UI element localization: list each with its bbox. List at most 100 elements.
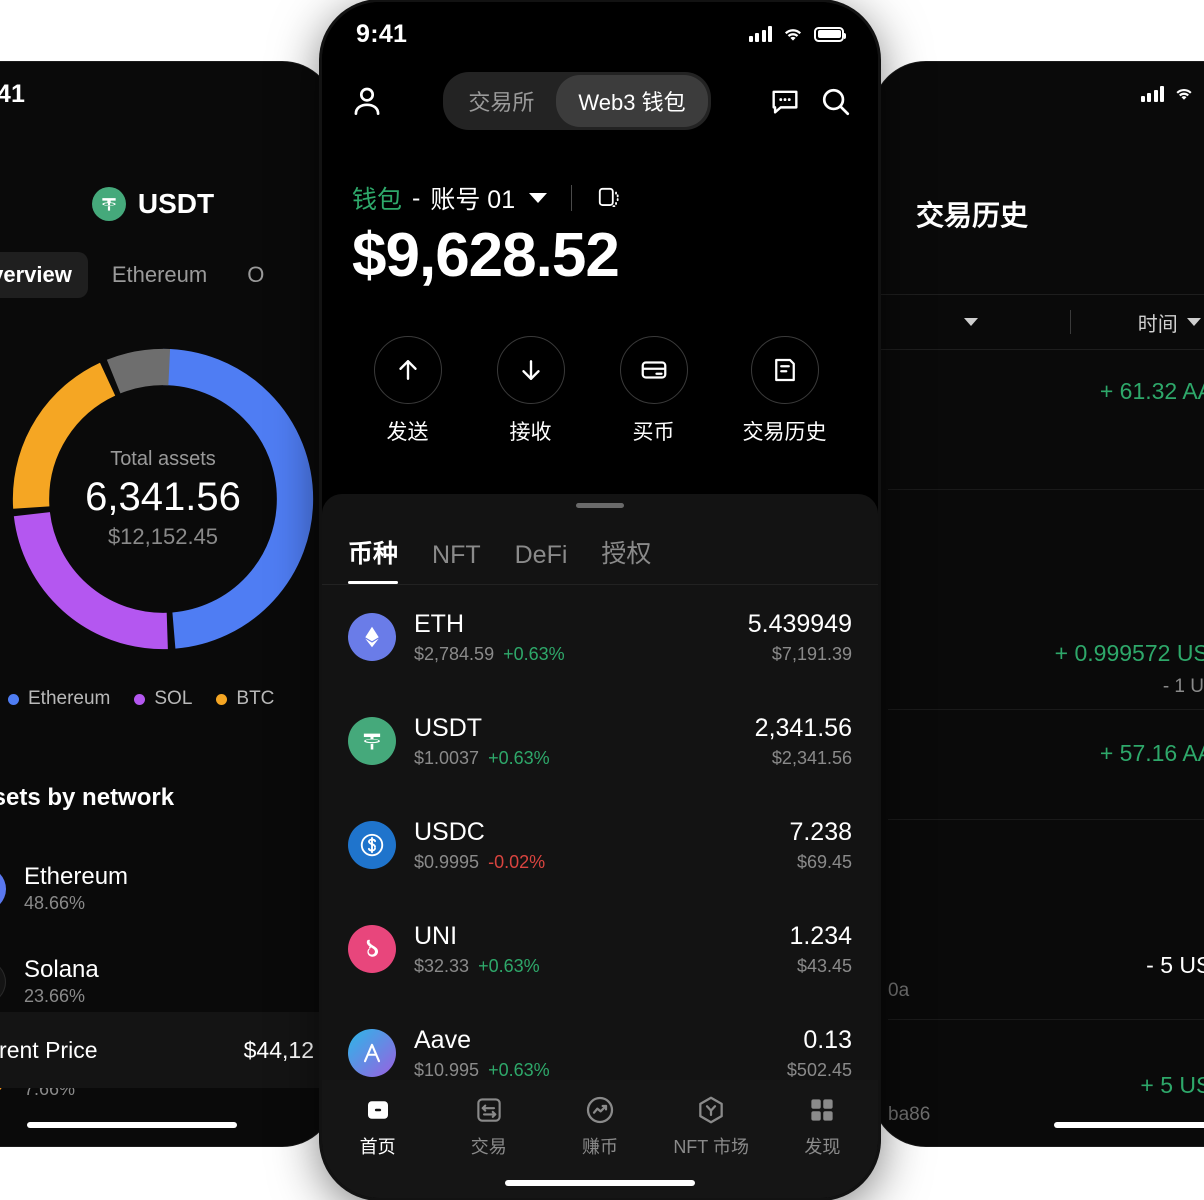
- token-row-aave[interactable]: Aave $10.995 +0.63% 0.13 $502.45: [348, 1001, 852, 1105]
- search-icon[interactable]: [818, 84, 852, 118]
- transaction-row[interactable]: + 5 USDT ba86: [888, 1020, 1204, 1140]
- cellular-signal-icon: [1140, 86, 1164, 102]
- action-label: 买币: [632, 421, 675, 444]
- token-value: $2,341.56: [771, 747, 852, 768]
- token-row-eth[interactable]: ETH $2,784.59 +0.63% 5.439949 $7,191.39: [348, 585, 852, 689]
- token-symbol: UNI: [414, 922, 458, 951]
- token-amount: 1.234: [789, 922, 852, 951]
- left-phone-screen: 9:41 USDT Overview Ethereum O: [0, 62, 336, 1146]
- token-amount: 0.13: [803, 1026, 852, 1055]
- action-transaction-history[interactable]: 交易历史: [743, 336, 827, 446]
- left-tab-other[interactable]: O: [247, 262, 265, 287]
- network-row-ethereum[interactable]: Ethereum 48.66%: [0, 842, 314, 935]
- network-info: Ethereum 48.66%: [24, 863, 128, 915]
- donut-total-label: Total assets: [110, 448, 216, 470]
- nav-item-earn[interactable]: 赚币: [555, 1094, 645, 1159]
- tab-nft[interactable]: NFT: [432, 541, 481, 569]
- quick-actions: 发送 接收 买币 交易历史: [322, 336, 878, 446]
- assets-sheet: 币种 NFT DeFi 授权 ETH $2,784.59: [322, 494, 878, 1198]
- token-change: +0.63%: [488, 1059, 550, 1080]
- nav-item-discover[interactable]: 发现: [777, 1094, 867, 1159]
- person-icon[interactable]: [348, 82, 386, 120]
- left-tab-ethereum[interactable]: Ethereum: [111, 262, 208, 287]
- action-label: 接收: [509, 421, 552, 444]
- donut-total-sub: $12,152.45: [107, 524, 219, 549]
- transaction-row[interactable]: - 5 USDT 0a: [888, 820, 1204, 1020]
- nav-item-home[interactable]: 首页: [333, 1094, 423, 1159]
- tether-icon: [348, 717, 396, 765]
- nav-item-nft-market[interactable]: NFT 市场: [666, 1094, 756, 1159]
- tab-approvals[interactable]: 授权: [601, 540, 652, 568]
- sheet-grabber[interactable]: [576, 503, 624, 508]
- tab-defi[interactable]: DeFi: [514, 541, 568, 569]
- nft-hexagon-icon: [695, 1094, 727, 1126]
- tab-coins[interactable]: 币种: [348, 534, 399, 584]
- earn-chart-icon: [584, 1094, 616, 1126]
- current-price-value: $44,12: [243, 1036, 314, 1063]
- legend-label: Ethereum: [28, 688, 111, 709]
- wifi-icon: [1176, 88, 1192, 100]
- filter-time[interactable]: 时间: [1071, 308, 1204, 337]
- transaction-amount: + 61.32 AAVE: [1099, 378, 1204, 404]
- usdc-icon: [348, 821, 396, 869]
- action-label: 交易历史: [742, 421, 827, 444]
- token-symbol: ETH: [414, 610, 464, 639]
- left-tab-overview[interactable]: Overview: [0, 252, 88, 298]
- token-row-usdt[interactable]: USDT $1.0037 +0.63% 2,341.56 $2,341.56: [348, 689, 852, 793]
- donut-legend: Ethereum SOL BTC: [0, 688, 336, 710]
- network-row-solana[interactable]: Solana 23.66%: [0, 935, 314, 1028]
- token-value: $43.45: [796, 955, 852, 976]
- center-status-bar: 9:41: [322, 2, 878, 66]
- donut-total-value: 6,341.56: [85, 475, 241, 519]
- chat-bubble-icon[interactable]: [768, 84, 802, 118]
- asset-tab-bar: 币种 NFT DeFi 授权: [322, 508, 878, 585]
- token-value: $69.45: [796, 851, 852, 872]
- token-amount: 7.238: [789, 818, 852, 847]
- token-subline: $1.0037 +0.63%: [414, 748, 737, 769]
- legend-label: BTC: [236, 688, 275, 709]
- token-row-usdc[interactable]: USDC $0.9995 -0.02% 7.238 $69.45: [348, 793, 852, 897]
- wallet-account-label: 账号 01: [430, 186, 516, 214]
- cellular-signal-icon: [748, 26, 772, 42]
- right-phone-screen: 交易历史 时间 + 61.32 AAVE + 0.999572 USDC - 1…: [872, 62, 1204, 1146]
- left-tab-bar: Overview Ethereum O: [0, 252, 336, 298]
- action-buy-crypto[interactable]: 买币: [619, 336, 688, 446]
- home-indicator: [27, 1122, 238, 1128]
- token-change: +0.63%: [503, 643, 565, 664]
- token-change: +0.63%: [478, 955, 540, 976]
- token-balance: 5.439949 $7,191.39: [748, 609, 852, 664]
- action-send[interactable]: 发送: [373, 336, 442, 446]
- document-list-icon: [750, 336, 819, 404]
- token-symbol: USDC: [414, 818, 485, 847]
- nav-item-trade[interactable]: 交易: [444, 1094, 534, 1159]
- copy-icon[interactable]: [596, 184, 622, 212]
- segment-web3-wallet[interactable]: Web3 钱包: [556, 75, 708, 127]
- segment-exchange[interactable]: 交易所: [468, 90, 535, 115]
- token-price: $32.33: [414, 955, 470, 976]
- history-filter-bar: 时间: [872, 294, 1204, 350]
- transaction-history-title: 交易历史: [916, 200, 1029, 231]
- ethereum-icon: [0, 866, 6, 911]
- arrow-down-icon: [496, 336, 565, 404]
- filter-left[interactable]: [872, 318, 1070, 326]
- transaction-sub-amount: - 1 USDT: [1162, 676, 1204, 697]
- token-subline: $2,784.59 +0.63%: [414, 644, 730, 665]
- swap-icon: [473, 1094, 505, 1126]
- action-receive[interactable]: 接收: [496, 336, 565, 446]
- network-info: Solana 23.66%: [24, 956, 99, 1008]
- token-row-uni[interactable]: UNI $32.33 +0.63% 1.234 $43.45: [348, 897, 852, 1001]
- token-list: ETH $2,784.59 +0.63% 5.439949 $7,191.39: [322, 585, 878, 1105]
- grid-icon: [806, 1094, 838, 1126]
- legend-dot-icon: [8, 693, 19, 705]
- header-actions: [768, 84, 852, 118]
- transaction-row[interactable]: + 61.32 AAVE: [888, 352, 1204, 490]
- chevron-down-icon[interactable]: [529, 193, 548, 203]
- battery-icon: [814, 26, 846, 42]
- transaction-row[interactable]: + 57.16 AAVE: [888, 710, 1204, 820]
- transaction-row[interactable]: + 0.999572 USDC - 1 USDT: [888, 490, 1204, 710]
- token-price: $1.0037: [414, 747, 480, 768]
- token-price: $0.9995: [414, 851, 480, 872]
- token-balance: 0.13 $502.45: [787, 1025, 852, 1080]
- nav-label: 交易: [470, 1137, 507, 1157]
